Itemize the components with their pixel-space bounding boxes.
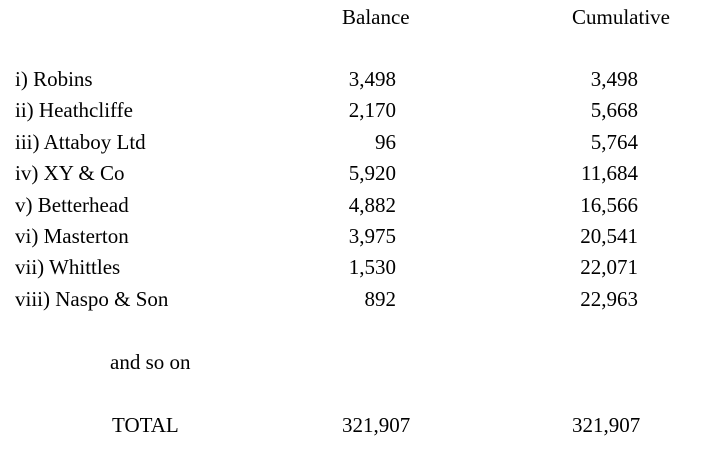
row-name: iii) Attaboy Ltd: [15, 130, 146, 154]
row-cumulative: 22,963: [580, 287, 638, 311]
total-cumulative: 321,907: [572, 413, 641, 437]
row-name: i) Robins: [15, 67, 93, 91]
total-label: TOTAL: [112, 413, 179, 437]
cumulative-column-header: Cumulative: [572, 5, 670, 29]
row-balance: 3,975: [348, 224, 396, 248]
row-cumulative: 22,071: [580, 255, 638, 279]
row-name: v) Betterhead: [15, 193, 129, 217]
row-balance: 2,170: [348, 98, 396, 122]
row-cumulative: 5,764: [590, 130, 638, 154]
row-cumulative: 20,541: [580, 224, 638, 248]
total-balance: 321,907: [342, 413, 411, 437]
row-name: viii) Naspo & Son: [15, 287, 169, 311]
row-cumulative: 3,498: [590, 67, 638, 91]
row-cumulative: 16,566: [580, 193, 638, 217]
row-name: ii) Heathcliffe: [15, 98, 133, 122]
row-name: iv) XY & Co: [15, 161, 125, 185]
row-balance: 96: [375, 130, 396, 154]
row-cumulative: 11,684: [581, 161, 638, 185]
row-balance: 3,498: [348, 67, 396, 91]
balance-column-header: Balance: [342, 5, 410, 29]
row-name: vi) Masterton: [15, 224, 129, 248]
row-balance: 4,882: [348, 193, 396, 217]
row-balance: 5,920: [348, 161, 396, 185]
row-balance: 892: [364, 287, 397, 311]
continuation-note: and so on: [110, 350, 191, 374]
row-balance: 1,530: [348, 255, 396, 279]
row-name: vii) Whittles: [15, 255, 121, 279]
row-cumulative: 5,668: [590, 98, 638, 122]
